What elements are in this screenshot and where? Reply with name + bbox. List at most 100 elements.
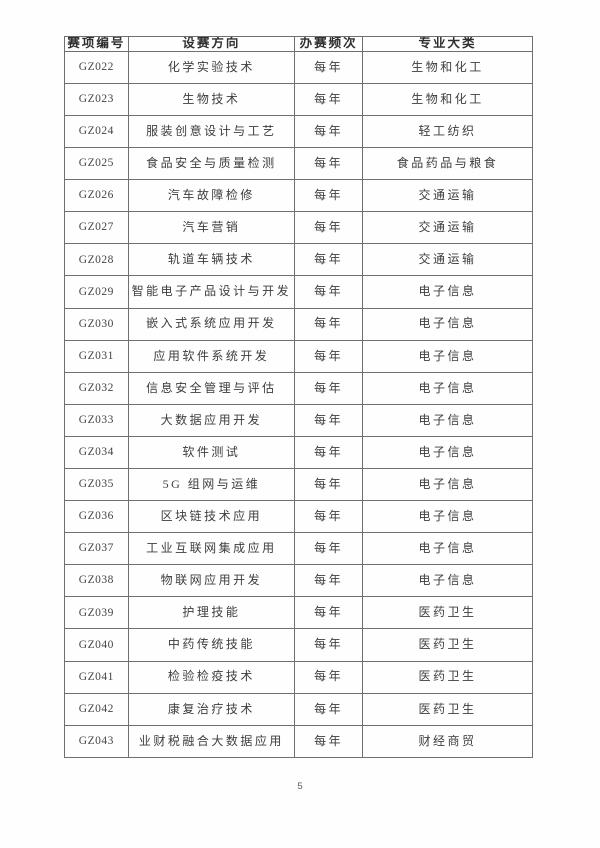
table-cell: 中药传统技能 bbox=[127, 628, 296, 662]
table-cell: 每年 bbox=[294, 403, 364, 437]
table-cell: 区块链技术应用 bbox=[127, 500, 296, 534]
table-cell: 轨道车辆技术 bbox=[127, 243, 296, 277]
table-cell: 电子信息 bbox=[362, 371, 533, 405]
table-row: GZ032 信息安全管理与评估 每年 电子信息 bbox=[64, 371, 533, 405]
table-row: GZ030 嵌入式系统应用开发 每年 电子信息 bbox=[64, 307, 533, 341]
table-cell: GZ022 bbox=[64, 50, 129, 84]
table-row: GZ039 护理技能 每年 医药卫生 bbox=[64, 596, 533, 630]
column-header-frequency: 办赛频次 bbox=[294, 36, 364, 52]
table-cell: 交通运输 bbox=[362, 211, 533, 245]
table-cell: 每年 bbox=[294, 692, 364, 726]
table-cell: 嵌入式系统应用开发 bbox=[127, 307, 296, 341]
table-row: GZ025 食品安全与质量检测 每年 食品药品与粮食 bbox=[64, 147, 533, 181]
table-cell: 医药卫生 bbox=[362, 596, 533, 630]
table-cell: GZ034 bbox=[64, 435, 129, 469]
table-cell: 生物和化工 bbox=[362, 82, 533, 116]
page-number: 5 bbox=[297, 781, 303, 792]
table-row: GZ036 区块链技术应用 每年 电子信息 bbox=[64, 500, 533, 534]
table-cell: GZ032 bbox=[64, 371, 129, 405]
table-row: GZ040 中药传统技能 每年 医药卫生 bbox=[64, 628, 533, 662]
table-cell: GZ031 bbox=[64, 339, 129, 373]
table-cell: 电子信息 bbox=[362, 339, 533, 373]
table-cell: 每年 bbox=[294, 724, 364, 759]
table-cell: 电子信息 bbox=[362, 275, 533, 309]
table-cell: 每年 bbox=[294, 371, 364, 405]
table-cell: 生物技术 bbox=[127, 82, 296, 116]
table-cell: 每年 bbox=[294, 435, 364, 469]
table-cell: 医药卫生 bbox=[362, 692, 533, 726]
table-cell: GZ024 bbox=[64, 114, 129, 149]
table-cell: 医药卫生 bbox=[362, 660, 533, 694]
table-cell: 业财税融合大数据应用 bbox=[127, 724, 296, 759]
table-cell: 汽车故障检修 bbox=[127, 179, 296, 213]
table-row: GZ035 5G 组网与运维 每年 电子信息 bbox=[64, 467, 533, 502]
table-cell: GZ023 bbox=[64, 82, 129, 116]
table-cell: GZ033 bbox=[64, 403, 129, 437]
table-cell: GZ038 bbox=[64, 564, 129, 598]
table-cell: 交通运输 bbox=[362, 243, 533, 277]
column-header-category: 专业大类 bbox=[362, 36, 533, 52]
table-cell: GZ027 bbox=[64, 211, 129, 245]
table-cell: 工业互联网集成应用 bbox=[127, 532, 296, 566]
table-cell: 每年 bbox=[294, 307, 364, 341]
table-cell: 食品安全与质量检测 bbox=[127, 147, 296, 181]
table-row: GZ033 大数据应用开发 每年 电子信息 bbox=[64, 403, 533, 437]
table-cell: 康复治疗技术 bbox=[127, 692, 296, 726]
table-cell: 每年 bbox=[294, 628, 364, 662]
table-cell: 5G 组网与运维 bbox=[127, 467, 296, 502]
table-cell: 电子信息 bbox=[362, 307, 533, 341]
table-cell: GZ037 bbox=[64, 532, 129, 566]
table-row: GZ042 康复治疗技术 每年 医药卫生 bbox=[64, 692, 533, 726]
table-cell: GZ030 bbox=[64, 307, 129, 341]
table-cell: 护理技能 bbox=[127, 596, 296, 630]
table-cell: GZ025 bbox=[64, 147, 129, 181]
table-cell: GZ043 bbox=[64, 724, 129, 759]
table-cell: GZ042 bbox=[64, 692, 129, 726]
table-cell: GZ036 bbox=[64, 500, 129, 534]
table-cell: 汽车营销 bbox=[127, 211, 296, 245]
table-cell: 每年 bbox=[294, 275, 364, 309]
table-cell: 检验检疫技术 bbox=[127, 660, 296, 694]
table-cell: 每年 bbox=[294, 660, 364, 694]
table-cell: 每年 bbox=[294, 243, 364, 277]
table-row: GZ034 软件测试 每年 电子信息 bbox=[64, 435, 533, 469]
table-cell: 化学实验技术 bbox=[127, 50, 296, 84]
table-row: GZ022 化学实验技术 每年 生物和化工 bbox=[64, 50, 533, 84]
table-cell: 食品药品与粮食 bbox=[362, 147, 533, 181]
table-row: GZ029 智能电子产品设计与开发 每年 电子信息 bbox=[64, 275, 533, 309]
table-cell: GZ026 bbox=[64, 179, 129, 213]
table-row: GZ027 汽车营销 每年 交通运输 bbox=[64, 211, 533, 245]
table-body: GZ022 化学实验技术 每年 生物和化工 GZ023 生物技术 每年 生物和化工 GZ024 服… bbox=[64, 50, 533, 759]
table-cell: 电子信息 bbox=[362, 500, 533, 534]
column-header-direction: 设赛方向 bbox=[127, 36, 296, 52]
table-cell: GZ028 bbox=[64, 243, 129, 277]
table-cell: GZ035 bbox=[64, 467, 129, 502]
table-row: GZ038 物联网应用开发 每年 电子信息 bbox=[64, 564, 533, 598]
table-cell: 电子信息 bbox=[362, 403, 533, 437]
table-cell: 电子信息 bbox=[362, 435, 533, 469]
table-cell: 智能电子产品设计与开发 bbox=[127, 275, 296, 309]
table-row: GZ043 业财税融合大数据应用 每年 财经商贸 bbox=[64, 724, 533, 759]
table-row: GZ041 检验检疫技术 每年 医药卫生 bbox=[64, 660, 533, 694]
table-cell: 每年 bbox=[294, 114, 364, 149]
table-cell: 大数据应用开发 bbox=[127, 403, 296, 437]
table-cell: GZ040 bbox=[64, 628, 129, 662]
table-cell: 每年 bbox=[294, 179, 364, 213]
table-cell: 生物和化工 bbox=[362, 50, 533, 84]
table-cell: 财经商贸 bbox=[362, 724, 533, 759]
table-cell: 每年 bbox=[294, 532, 364, 566]
column-header-code: 赛项编号 bbox=[64, 36, 129, 52]
table-cell: 物联网应用开发 bbox=[127, 564, 296, 598]
table-cell: 每年 bbox=[294, 500, 364, 534]
table-cell: 每年 bbox=[294, 82, 364, 116]
table-cell: 每年 bbox=[294, 467, 364, 502]
table-cell: 每年 bbox=[294, 147, 364, 181]
table-cell: 应用软件系统开发 bbox=[127, 339, 296, 373]
table-cell: 软件测试 bbox=[127, 435, 296, 469]
table-cell: 轻工纺织 bbox=[362, 114, 533, 149]
table-row: GZ024 服装创意设计与工艺 每年 轻工纺织 bbox=[64, 114, 533, 149]
table-row: GZ026 汽车故障检修 每年 交通运输 bbox=[64, 179, 533, 213]
table-cell: 医药卫生 bbox=[362, 628, 533, 662]
table-cell: 信息安全管理与评估 bbox=[127, 371, 296, 405]
